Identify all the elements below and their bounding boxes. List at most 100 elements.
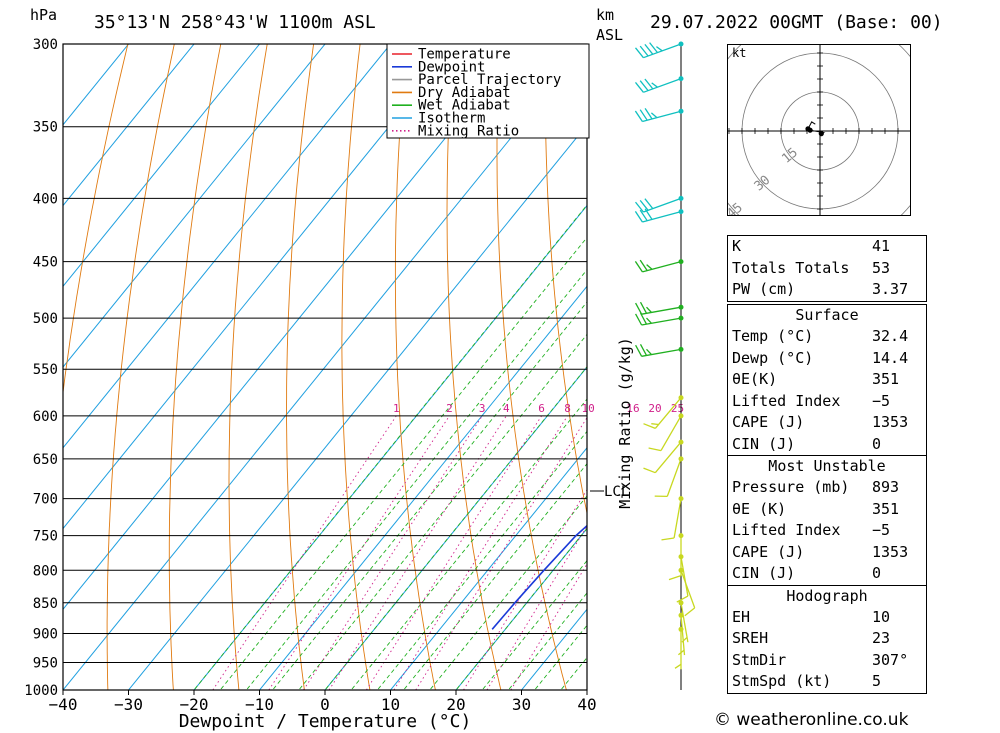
isotherm-line <box>63 44 64 45</box>
mixing-ratio-labels: 1 2 3 4 6 8 10 16 20 25 <box>393 402 684 415</box>
wind-barb-feather <box>643 467 656 474</box>
wind-barb <box>678 567 696 617</box>
dry-adiabat-line <box>947 0 1000 716</box>
height-unit-asl: ASL <box>596 26 623 44</box>
datetime-title: 29.07.2022 00GMT (Base: 00) <box>650 12 943 33</box>
index-row-k: K 41 <box>732 237 891 255</box>
isotherm-line <box>63 44 130 126</box>
wind-barb-dot <box>678 346 684 352</box>
temperature-tick-label: 0 <box>320 695 330 714</box>
wind-barb <box>634 259 684 273</box>
surface-row: CAPE (J) 1353 <box>732 413 909 431</box>
wind-barb-feather <box>639 301 648 314</box>
pressure-tick-label: 400 <box>33 191 58 207</box>
wind-barb <box>634 41 684 59</box>
hodograph-panel: 15 30 45 kt <box>663 0 977 288</box>
dry-adiabat-line <box>991 0 1000 716</box>
wind-barb-feather <box>639 259 648 271</box>
pressure-tick-label: 900 <box>33 627 58 643</box>
hodograph-row: EH 10 <box>732 607 891 626</box>
temperature-tick-label: 40 <box>577 695 596 714</box>
pressure-unit: hPa <box>30 6 57 24</box>
temperature-tick-label: −40 <box>49 695 78 714</box>
location-title: 35°13'N 258°43'W 1100m ASL <box>94 12 376 33</box>
pressure-tick-label: 850 <box>33 596 58 612</box>
credit-text: © weatheronline.co.uk <box>714 710 909 730</box>
mixing-ratio-label: 8 <box>564 402 571 415</box>
temperature-tick-label: −20 <box>180 695 209 714</box>
wind-barb-dot <box>678 612 684 618</box>
surface-row: θE(K) 351 <box>732 370 900 388</box>
wind-barb <box>661 496 684 541</box>
wind-barb-staff <box>641 306 682 315</box>
wind-barb-feather <box>643 423 656 430</box>
wind-barb-dot <box>678 41 684 47</box>
wet-adiabat-line <box>534 624 587 690</box>
general-indices-table: K 41 Totals Totals 53 PW (cm) 3.37 <box>727 235 927 302</box>
temperature-tick-labels: −40 −30 −20 −10 0 10 20 30 40 <box>49 690 597 714</box>
dry-adiabat-line <box>106 44 175 690</box>
wind-barb <box>634 76 684 93</box>
isotherm-lines <box>63 44 587 690</box>
wind-barb-staff <box>680 602 689 643</box>
pressure-tick-label: 1000 <box>24 683 58 699</box>
surface-row: Temp (°C) 32.4 <box>732 327 909 345</box>
wind-barb-feather <box>646 317 652 324</box>
mixing-ratio-label: 2 <box>446 402 453 415</box>
height-unit-km: km <box>596 6 614 24</box>
legend-label: Isotherm <box>418 111 485 127</box>
wind-barb-feather <box>639 343 648 356</box>
most-unstable-row: θE (K) 351 <box>732 499 900 518</box>
wind-barb-dot <box>678 259 684 265</box>
wind-barbs <box>634 41 696 670</box>
index-row-totals: Totals Totals 53 <box>732 258 891 277</box>
mixing-ratio-label: 3 <box>479 402 486 415</box>
pressure-tick-label: 350 <box>33 120 58 136</box>
wind-barb-feather <box>648 447 662 452</box>
wind-barb-feather <box>668 574 682 581</box>
wind-barb-dot <box>678 195 684 201</box>
wind-barb <box>634 108 684 123</box>
wind-barb-staff <box>641 317 682 326</box>
wind-barb-dot <box>678 209 684 215</box>
wind-barb-feather <box>650 112 658 119</box>
most-unstable-row: Lifted Index −5 <box>732 521 891 539</box>
wind-barb-feather <box>644 198 654 210</box>
temperature-tick-label: −30 <box>114 695 143 714</box>
wind-barb-feather <box>639 45 649 57</box>
dry-adiabat-line <box>63 44 129 396</box>
wind-barb-feather <box>639 80 649 92</box>
isotherm-line <box>63 44 326 368</box>
wind-barb-feather <box>649 42 659 54</box>
wind-barb-staff <box>680 556 689 597</box>
surface-row: CIN (J) 0 <box>732 434 882 453</box>
profile-dewpoint <box>491 524 587 630</box>
wind-barb-dot <box>678 626 684 632</box>
hodograph-row: StmDir 307° <box>732 650 909 669</box>
wind-barb-staff <box>660 415 682 451</box>
legend-label: Temperature <box>418 47 511 63</box>
wet-adiabat-line <box>429 495 587 690</box>
wind-barb-dot <box>678 315 684 321</box>
dry-adiabat-line <box>228 44 268 690</box>
hodograph-row: StmSpd (kt) 5 <box>732 672 882 690</box>
wind-barb-staff <box>643 197 682 213</box>
wind-barb-feather <box>634 261 643 273</box>
wind-barb-dot <box>678 456 684 462</box>
wind-barb-feather <box>644 208 653 220</box>
wind-barb <box>634 208 684 223</box>
wet-adiabat-line <box>403 463 587 690</box>
wind-barb-feather <box>656 46 663 52</box>
most-unstable-row: CAPE (J) 1353 <box>732 542 909 561</box>
wind-barb-dot <box>678 413 684 419</box>
wind-barb-dot <box>678 439 684 445</box>
dry-adiabat-line <box>168 44 222 690</box>
mixing-ratio-lines <box>212 415 587 690</box>
wind-barb-staff <box>641 348 682 357</box>
wind-barb-staff <box>666 458 682 497</box>
wind-barb <box>654 456 684 498</box>
mixing-ratio-label: 4 <box>503 402 510 415</box>
wet-adiabat-line <box>481 559 587 690</box>
isotherm-line <box>455 527 587 690</box>
